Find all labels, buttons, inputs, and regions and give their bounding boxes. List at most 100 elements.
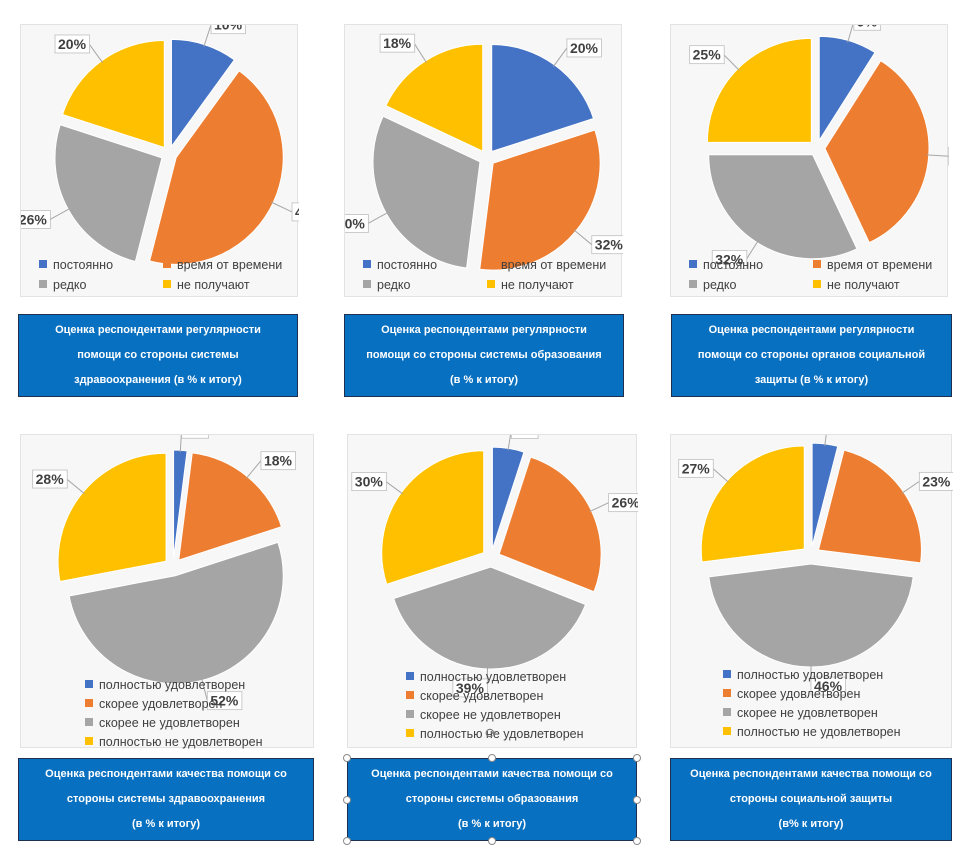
resize-handle-top-middle[interactable] [488,754,496,762]
legend-label-4: не получают [501,278,574,292]
legend-swatch-2 [85,699,93,707]
legend-swatch-3 [406,710,414,718]
legend-item-3: скорее не удовлетворен [723,703,878,723]
leader-line-2 [245,460,262,479]
legend-label-1: полностью удовлетворен [737,668,884,682]
resize-handle-top-left[interactable] [343,754,351,762]
data-label-box-1 [181,435,209,439]
data-label-2: 23% [922,473,951,489]
leader-line-1 [847,25,854,43]
pie-slice-3 [393,566,587,670]
leader-line-1 [179,435,182,453]
legend-label-2: время от времени [827,258,933,272]
resize-handle-bottom-right[interactable] [633,837,641,845]
caption-3-line-3: защиты (в % к итогу) [754,374,869,386]
data-label-box-2 [591,235,623,255]
legend-label-2: время от времени [177,258,283,272]
data-label-2: 26% [612,495,638,511]
data-label-box-3 [345,214,369,233]
legend-item-1: постоянно [363,255,437,275]
legend-label-2: скорее удовлетворен [99,697,223,711]
legend-label-4: полностью не удовлетворен [420,727,584,741]
legend-item-1: полностью удовлетворен [85,675,245,695]
caption-6: Оценка респондентами качества помощи со с… [670,758,952,841]
data-label-box-2 [291,202,299,222]
leader-line-4 [88,43,103,63]
legend-swatch-3 [723,708,731,716]
leader-line-1 [824,435,827,446]
legend-item-1: постоянно [39,255,113,275]
leader-line-4 [712,467,729,483]
legend-label-3: скорее не удовлетворен [99,716,240,730]
legend-item-4: не получают [487,275,574,295]
data-label-box-4 [678,458,714,478]
pie-slice-4 [700,445,805,563]
leader-line-4 [66,478,85,495]
data-label-box-4 [32,469,68,489]
legend-4: полностью удовлетворен скорее удовлетворе… [85,675,313,749]
leader-line-2 [573,229,593,246]
legend-item-2: скорее удовлетворен [723,684,860,704]
legend-item-3: редко [689,275,736,295]
caption-5[interactable]: Оценка респондентами качества помощи со с… [347,758,637,841]
leader-line-4 [413,42,427,63]
legend-swatch-2 [163,260,171,268]
legend-item-3: редко [39,275,86,295]
data-label-4: 20% [58,36,87,52]
chart-panel-4: 2% 18% 52% 28% полностью удовлетворен скорее… [20,434,314,749]
legend-item-2: время от времени [487,255,606,275]
chart-panel-6: 4%23%46%27% полностью удовлетворен скорее… [670,434,953,748]
chart-panel-2: 20% 32% 30% 18% постоянно время от времени ре… [344,24,623,297]
legend-item-4: не получают [813,275,900,295]
legend-item-1: постоянно [689,255,763,275]
legend-swatch-3 [363,280,371,288]
legend-item-4: полностью не удовлетворен [723,722,901,742]
pie-chart-6: 4%23%46%27% [678,435,953,696]
legend-swatch-4 [487,280,495,288]
legend-swatch-1 [85,680,93,688]
resize-handle-bottom-left[interactable] [343,837,351,845]
pie-slice-3 [54,124,163,263]
data-label-1: 2% [185,435,206,437]
data-label-box-4 [54,34,91,54]
caption-3: Оценка респондентами регулярности помощи … [671,314,952,397]
legend-label-3: редко [703,278,737,292]
resize-handle-bottom-middle[interactable] [488,837,496,845]
data-label-3: 30% [345,216,365,232]
data-label-box-2 [918,471,953,491]
data-label-3: 26% [21,212,47,228]
legend-swatch-2 [723,689,731,697]
resize-handle-middle-right[interactable] [633,796,641,804]
pie-slice-3 [708,563,914,668]
legend-swatch-4 [85,737,93,745]
legend-item-2: время от времени [813,255,932,275]
legend-label-1: постоянно [703,258,764,272]
data-label-4: 28% [36,471,65,487]
rotate-handle-icon[interactable]: ⟳ [485,725,497,741]
data-label-1: 20% [570,40,599,56]
caption-1: Оценка респондентами регулярности помощи … [18,314,298,397]
legend-label-3: скорее не удовлетворен [737,706,878,720]
data-label-1: 10% [214,25,243,33]
leader-line-3 [367,212,389,224]
caption-5-line-2: стороны системы образования [405,793,579,805]
legend-item-3: скорее не удовлетворен [85,713,240,733]
caption-2-line-1: Оценка респондентами регулярности [381,324,587,336]
caption-1-line-3: здравоохранения (в % к итогу) [74,374,242,386]
pie-slice-2 [149,70,284,265]
legend-item-4: полностью не удовлетворен [85,732,263,752]
legend-swatch-1 [406,672,414,680]
resize-handle-middle-left[interactable] [343,796,351,804]
resize-handle-top-right[interactable] [633,754,641,762]
legend-swatch-3 [689,280,697,288]
data-label-box-3 [452,678,488,698]
data-label-box-4 [351,472,387,491]
leader-line-1 [507,435,511,451]
data-label-box-3 [206,691,243,711]
legend-label-4: полностью не удовлетворен [99,735,263,749]
caption-2-line-3: (в % к итогу) [450,374,518,386]
caption-2-line-2: помощи со стороны системы образования [366,349,602,361]
legend-swatch-2 [813,260,821,268]
caption-6-line-3: (в% к итогу) [778,818,844,830]
